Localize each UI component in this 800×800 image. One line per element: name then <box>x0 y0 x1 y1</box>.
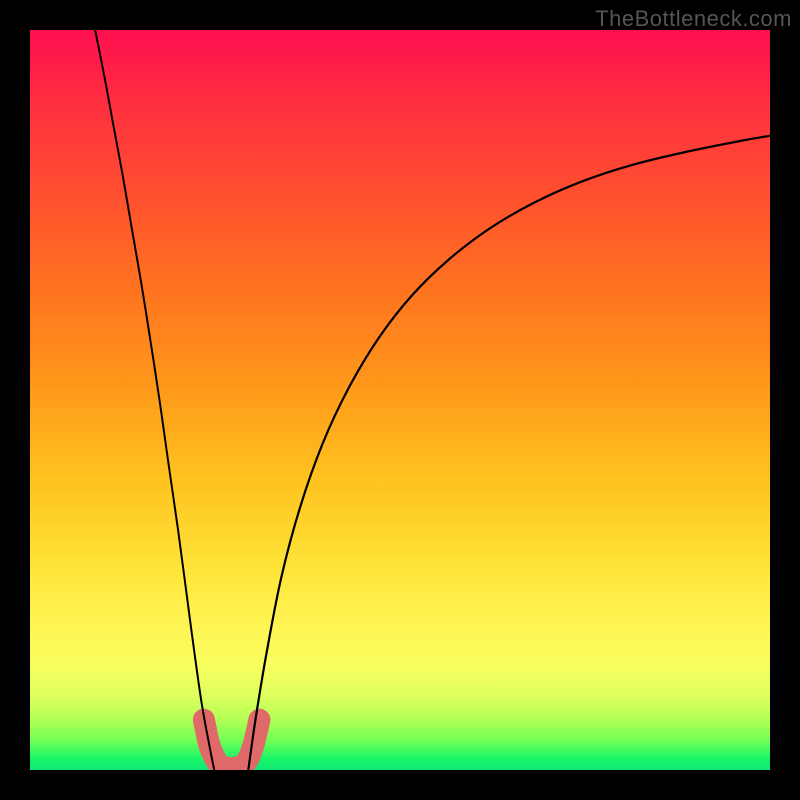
plot-background <box>30 30 770 770</box>
chart-svg <box>0 0 800 800</box>
watermark-label: TheBottleneck.com <box>595 6 792 32</box>
bottleneck-chart: TheBottleneck.com <box>0 0 800 800</box>
